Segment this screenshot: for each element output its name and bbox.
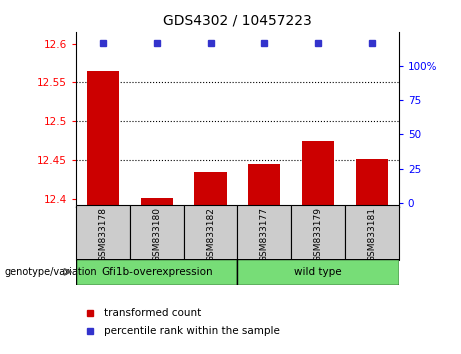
Text: GSM833180: GSM833180 bbox=[152, 207, 161, 262]
Text: percentile rank within the sample: percentile rank within the sample bbox=[104, 326, 280, 336]
Bar bbox=[76, 205, 130, 260]
Text: GSM833179: GSM833179 bbox=[313, 207, 323, 262]
Bar bbox=[356, 159, 388, 207]
Bar bbox=[183, 205, 237, 260]
Bar bbox=[130, 205, 183, 260]
Text: GSM833182: GSM833182 bbox=[206, 207, 215, 262]
Bar bbox=[141, 198, 173, 207]
Bar bbox=[302, 141, 334, 207]
Bar bbox=[237, 259, 399, 285]
Text: genotype/variation: genotype/variation bbox=[5, 267, 97, 277]
Bar bbox=[345, 205, 399, 260]
Bar bbox=[76, 259, 237, 285]
Text: GSM833178: GSM833178 bbox=[99, 207, 107, 262]
Bar bbox=[291, 205, 345, 260]
Text: GSM833181: GSM833181 bbox=[367, 207, 376, 262]
Text: wild type: wild type bbox=[294, 267, 342, 277]
Text: GSM833177: GSM833177 bbox=[260, 207, 269, 262]
Bar bbox=[87, 71, 119, 207]
Text: transformed count: transformed count bbox=[104, 308, 201, 318]
Bar bbox=[237, 205, 291, 260]
Text: Gfi1b-overexpression: Gfi1b-overexpression bbox=[101, 267, 213, 277]
Title: GDS4302 / 10457223: GDS4302 / 10457223 bbox=[163, 14, 312, 28]
Bar bbox=[195, 172, 227, 207]
Bar bbox=[248, 164, 280, 207]
